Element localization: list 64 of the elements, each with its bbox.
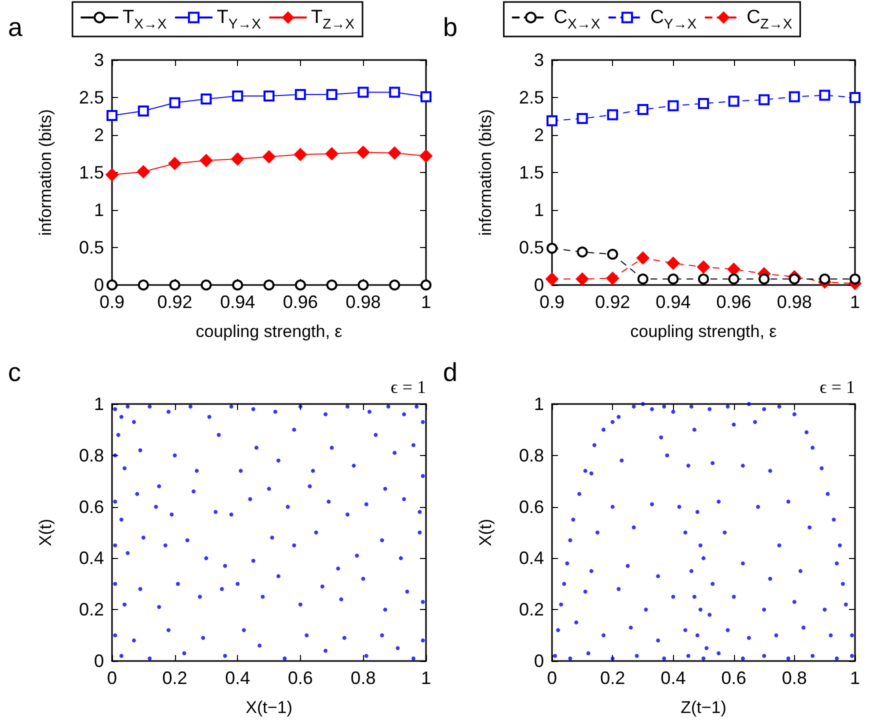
y-tick-label: 0.4	[518, 548, 544, 568]
y-tick-label: 2.5	[518, 88, 544, 108]
text: a	[8, 12, 23, 42]
x-tick-label: 0.96	[282, 292, 318, 312]
y-tick-label: 0.6	[78, 496, 104, 517]
text: d	[443, 357, 458, 387]
x-tick-label: 0.98	[776, 292, 812, 312]
y-tick-label: 0.8	[518, 445, 544, 466]
y-axis-title: information (bits)	[36, 109, 55, 236]
text: ϵ = 1	[390, 377, 426, 397]
x-axis-title: coupling strength, ε	[630, 322, 778, 341]
x-tick-label: 0.4	[660, 668, 686, 688]
y-tick-label: 0.4	[78, 548, 104, 568]
text: ϵ = 1	[820, 377, 855, 397]
x-axis-title: coupling strength, ε	[196, 322, 343, 341]
x-tick-label: 0.9	[539, 292, 565, 312]
y-tick-label: 0	[534, 275, 544, 295]
y-tick-label: 0.2	[78, 600, 104, 620]
x-tick-label: 0.8	[782, 668, 807, 688]
y-tick-label: 0.2	[518, 600, 544, 620]
x-axis-title: X(t−1)	[246, 698, 292, 717]
y-axis-title: X(t)	[36, 518, 55, 546]
y-tick-label: 1	[94, 394, 104, 414]
text: c	[8, 357, 21, 387]
y-tick-label: 1	[534, 394, 544, 414]
y-tick-label: 1	[534, 200, 544, 220]
y-tick-label: 0.6	[518, 496, 544, 517]
x-tick-label: 0.6	[288, 668, 313, 688]
x-tick-label: 1	[420, 292, 432, 312]
y-tick-label: 0.8	[78, 445, 104, 466]
x-tick-label: 0.98	[346, 292, 381, 312]
y-tick-label: 0	[94, 275, 104, 295]
x-tick-label: 1	[420, 668, 432, 688]
x-tick-label: 0.9	[99, 292, 125, 312]
y-tick-label: 2	[534, 125, 544, 145]
x-tick-label: 0.94	[656, 292, 691, 312]
y-tick-label: 2	[94, 125, 104, 145]
y-tick-label: 1	[94, 200, 104, 220]
y-axis-title: information (bits)	[476, 109, 495, 236]
text: b	[443, 12, 458, 42]
y-tick-label: 3	[534, 50, 544, 70]
x-tick-label: 0.6	[721, 668, 746, 688]
x-tick-label: 0.96	[716, 292, 752, 312]
y-tick-label: 0.5	[518, 238, 544, 258]
x-tick-label: 0.8	[350, 668, 376, 688]
x-tick-label: 0.94	[220, 292, 256, 312]
x-tick-label: 0.92	[157, 292, 192, 312]
y-tick-label: 1.5	[78, 162, 104, 182]
y-tick-label: 3	[94, 50, 104, 70]
x-tick-label: 0.4	[225, 668, 250, 688]
x-tick-label: 1	[850, 668, 860, 688]
y-tick-label: 0	[94, 651, 104, 671]
x-tick-label: 0	[106, 668, 118, 688]
x-tick-label: 0.2	[162, 668, 188, 688]
y-axis-title: X(t)	[476, 518, 495, 546]
x-axis-title: Z(t−1)	[680, 698, 726, 717]
x-tick-label: 1	[850, 292, 860, 312]
y-tick-label: 0	[534, 651, 544, 671]
y-tick-label: 1.5	[518, 162, 544, 182]
y-tick-label: 0.5	[78, 238, 104, 258]
x-tick-label: 0.2	[600, 668, 626, 688]
x-tick-label: 0	[546, 668, 558, 688]
x-tick-label: 0.92	[595, 292, 630, 312]
y-tick-label: 2.5	[78, 88, 104, 108]
